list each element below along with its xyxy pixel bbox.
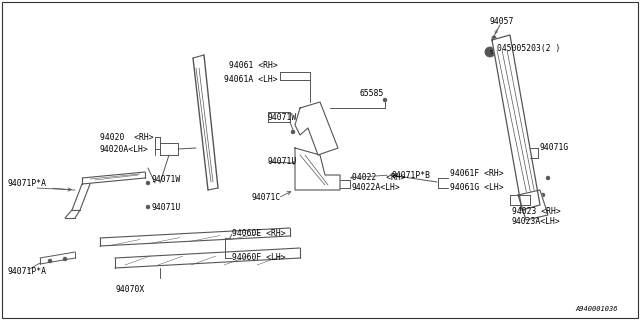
Circle shape (146, 205, 150, 209)
Text: 94020A<LH>: 94020A<LH> (100, 145, 148, 154)
Circle shape (48, 259, 52, 263)
Text: 94023 <RH>: 94023 <RH> (512, 207, 561, 217)
Text: 94020  <RH>: 94020 <RH> (100, 132, 154, 141)
Text: 94071P*B: 94071P*B (392, 171, 431, 180)
Circle shape (293, 161, 297, 165)
Circle shape (485, 47, 495, 57)
Text: 94022A<LH>: 94022A<LH> (352, 183, 401, 193)
Text: 94070X: 94070X (115, 285, 144, 294)
Circle shape (492, 36, 496, 40)
Polygon shape (295, 102, 338, 155)
Circle shape (546, 176, 550, 180)
Text: 94061G <LH>: 94061G <LH> (450, 183, 504, 193)
Text: 94023A<LH>: 94023A<LH> (512, 218, 561, 227)
Circle shape (541, 193, 545, 197)
Text: 94060E <RH>: 94060E <RH> (232, 229, 285, 238)
Circle shape (146, 181, 150, 185)
Circle shape (63, 257, 67, 261)
Text: 94071G: 94071G (540, 143, 569, 153)
Polygon shape (492, 35, 540, 210)
Text: A940001036: A940001036 (575, 306, 618, 312)
Text: 94061 <RH>: 94061 <RH> (229, 61, 278, 70)
Text: 94071U: 94071U (152, 203, 181, 212)
Circle shape (291, 130, 295, 134)
Polygon shape (518, 190, 548, 220)
Text: 94061F <RH>: 94061F <RH> (450, 170, 504, 179)
Text: 045005203(2 ): 045005203(2 ) (497, 44, 561, 52)
Text: 94057: 94057 (490, 18, 515, 27)
Polygon shape (295, 148, 340, 190)
Text: 94061A <LH>: 94061A <LH> (225, 76, 278, 84)
Text: S: S (489, 50, 493, 54)
Text: 94022  <RH>: 94022 <RH> (352, 172, 406, 181)
Text: 94071P*A: 94071P*A (8, 268, 47, 276)
Circle shape (383, 98, 387, 102)
Text: 65585: 65585 (360, 90, 385, 99)
Text: 94071W: 94071W (152, 175, 181, 185)
Text: 94060F <LH>: 94060F <LH> (232, 253, 285, 262)
Text: 94071C: 94071C (252, 194, 281, 203)
Text: 94071P*A: 94071P*A (8, 179, 47, 188)
Text: 94071W: 94071W (268, 114, 297, 123)
Text: 94071U: 94071U (268, 157, 297, 166)
